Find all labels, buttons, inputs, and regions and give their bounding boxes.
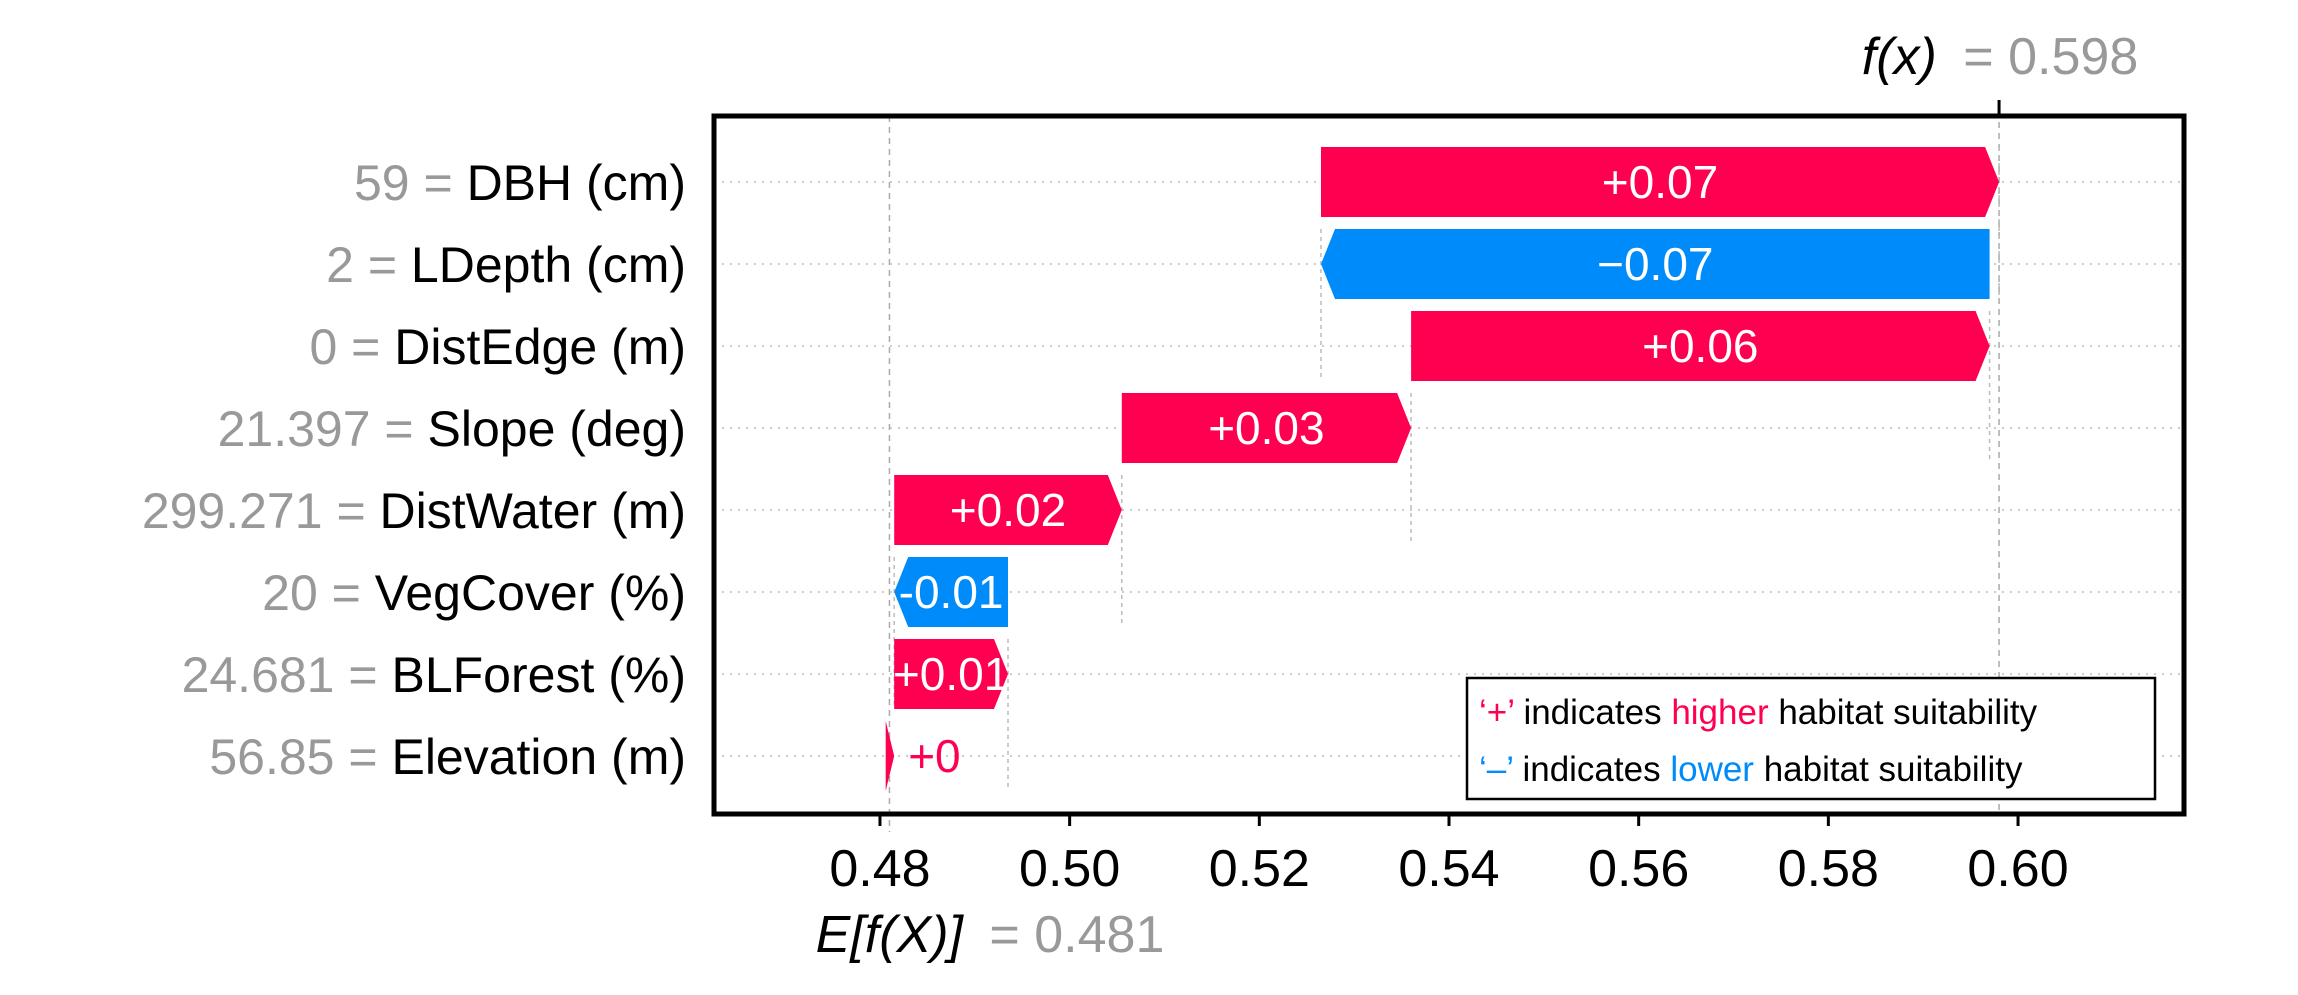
legend: ‘+’ indicates higher habitat suitability… (1465, 676, 2157, 801)
x-tick-label: 0.60 (1967, 840, 2068, 898)
bar-positive (894, 639, 1008, 709)
feature-name: VegCover (%) (375, 565, 686, 621)
bar-positive (1411, 311, 1990, 381)
feature-name: Slope (deg) (428, 401, 687, 457)
fx-label: f(x) = 0.598 (1862, 28, 2139, 86)
x-tick-label: 0.50 (1019, 840, 1120, 898)
feature-label: 56.85 = Elevation (m) (209, 729, 686, 785)
bar-value-label: -0.01 (899, 566, 1004, 618)
bar-negative (1321, 229, 1990, 299)
x-axis: 0.48 0.50 0.52 0.54 0.56 0.58 0.60 (829, 814, 2069, 898)
bar-positive (885, 721, 895, 791)
fx-label-prefix: f(x) (1862, 28, 1937, 86)
legend-box (1465, 676, 2157, 801)
x-tick-label: 0.54 (1398, 840, 1499, 898)
bars-layer: +0.07 −0.07 +0.06 +0.03 +0.02 -0.01 +0.01 +0 (885, 147, 2000, 791)
bar-value-label: +0.03 (1208, 402, 1324, 454)
bar-positive (1121, 393, 1412, 463)
legend-pos-key: higher (1671, 693, 1769, 732)
legend-neg-key: lower (1670, 750, 1754, 789)
legend-pos-post: habitat suitability (1778, 693, 2037, 732)
legend-pos-symbol: ‘+’ (1479, 693, 1514, 732)
legend-line-negative: ‘–’ indicates lower habitat suitability (1479, 750, 2023, 789)
feature-value: 20 = (262, 565, 375, 621)
x-tick-label: 0.52 (1209, 840, 1310, 898)
feature-label: 21.397 = Slope (deg) (218, 401, 686, 457)
bar-value-label: +0.07 (1602, 156, 1718, 208)
feature-name: DBH (cm) (467, 155, 686, 211)
feature-value: 299.271 = (142, 483, 380, 539)
legend-neg-post: habitat suitability (1764, 750, 2023, 789)
feature-name: LDepth (cm) (411, 237, 686, 293)
feature-value: 21.397 = (218, 401, 428, 457)
feature-label: 59 = DBH (cm) (354, 155, 686, 211)
bar-value-label: −0.07 (1597, 238, 1713, 290)
feature-label: 2 = LDepth (cm) (326, 237, 686, 293)
feature-name: BLForest (%) (391, 647, 686, 703)
x-tick-label: 0.58 (1778, 840, 1879, 898)
bar-negative (894, 557, 1008, 627)
connector-layer (893, 147, 2000, 791)
ex-label-value: = 0.481 (989, 906, 1164, 964)
bar-positive (1321, 147, 2000, 217)
x-tick-label: 0.56 (1588, 840, 1689, 898)
bar-positive (894, 475, 1122, 545)
bar-value-label: +0.01 (893, 648, 1009, 700)
legend-neg-pre: indicates (1522, 750, 1670, 789)
feature-label: 0 = DistEdge (m) (309, 319, 686, 375)
feature-label: 24.681 = BLForest (%) (182, 647, 686, 703)
feature-value: 59 = (354, 155, 467, 211)
legend-neg-symbol: ‘–’ (1479, 750, 1513, 789)
legend-line-positive: ‘+’ indicates higher habitat suitability (1479, 693, 2038, 732)
x-tick-label: 0.48 (829, 840, 930, 898)
feature-name: DistEdge (m) (394, 319, 686, 375)
bar-value-label: +0.02 (950, 484, 1066, 536)
feature-labels: 59 = DBH (cm) 2 = LDepth (cm) 0 = DistEdge… (142, 155, 686, 785)
feature-value: 24.681 = (182, 647, 392, 703)
bar-value-label: +0.06 (1642, 320, 1758, 372)
legend-pos-pre: indicates (1523, 693, 1671, 732)
feature-value: 0 = (309, 319, 394, 375)
ex-label: E[f(X)] = 0.481 (816, 906, 1165, 964)
bar-value-label: +0 (908, 730, 960, 782)
feature-label: 299.271 = DistWater (m) (142, 483, 686, 539)
feature-value: 56.85 = (209, 729, 391, 785)
fx-label-value: = 0.598 (1963, 28, 2138, 86)
feature-name: DistWater (m) (380, 483, 686, 539)
feature-label: 20 = VegCover (%) (262, 565, 686, 621)
feature-name: Elevation (m) (391, 729, 686, 785)
feature-value: 2 = (326, 237, 411, 293)
ex-label-prefix: E[f(X)] (816, 906, 965, 964)
